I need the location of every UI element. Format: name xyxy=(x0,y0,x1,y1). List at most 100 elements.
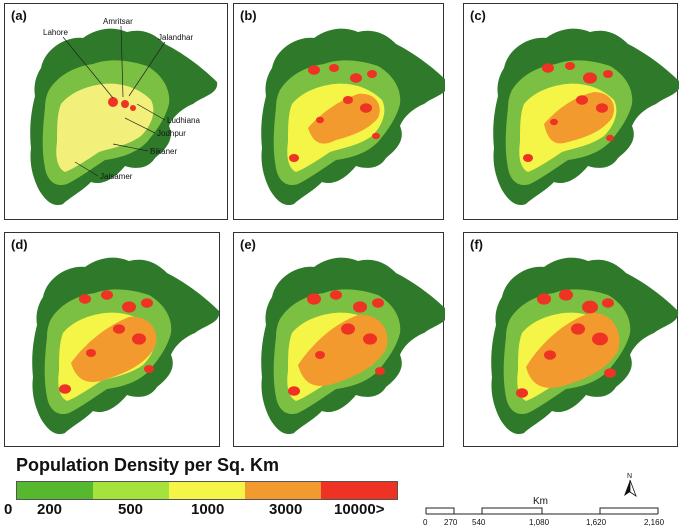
region-500 xyxy=(56,83,154,172)
hotspot-8 xyxy=(375,367,385,375)
city-annotations: Amritsar Lahore Jalandhar Ludhiana Jodhp… xyxy=(43,17,200,181)
hotspot-4 xyxy=(571,323,585,335)
hotspot-6 xyxy=(550,118,558,126)
legend-label-500: 500 xyxy=(118,501,144,518)
hotspot-7 xyxy=(288,386,300,396)
hotspot-5 xyxy=(592,332,608,346)
hotspot-7 xyxy=(516,388,528,398)
hotspot-8 xyxy=(372,132,380,140)
city-hotspot-1 xyxy=(121,100,129,108)
city-label-ludhiana: Ludhiana xyxy=(167,116,200,125)
map-region-f xyxy=(491,257,679,435)
map-d-svg xyxy=(32,257,220,435)
scale-tick-0: 0 xyxy=(423,518,428,526)
legend-swatch-5 xyxy=(321,482,397,499)
svg-text:N: N xyxy=(627,473,632,480)
hotspot-7 xyxy=(289,154,299,162)
scale-tick-1620: 1,620 xyxy=(586,518,607,526)
scale-tick-2160: 2,160 xyxy=(644,518,665,526)
city-label-jalandhar: Jalandhar xyxy=(158,33,193,42)
map-region-d xyxy=(32,257,220,435)
hotspot-5 xyxy=(363,333,377,345)
hotspot-1 xyxy=(559,289,573,301)
legend-swatch-1 xyxy=(17,482,93,499)
hotspot-0 xyxy=(307,293,321,305)
hotspot-6 xyxy=(86,349,96,357)
panel-label-e: (e) xyxy=(240,237,256,252)
hotspot-1 xyxy=(101,290,113,300)
city-label-jodhpur: Jodhpur xyxy=(157,129,186,138)
hotspot-1 xyxy=(330,290,342,300)
hotspot-4 xyxy=(576,95,588,105)
map-panel-e: (e) xyxy=(233,232,445,447)
panel-label-a: (a) xyxy=(11,8,27,23)
city-label-jaisamer: Jaisamer xyxy=(100,172,133,181)
map-panel-a: (a) Amritsar Lahore Jalandhar Ludhiana J… xyxy=(4,3,228,220)
map-f-svg xyxy=(491,257,679,435)
map-c-svg xyxy=(493,28,679,205)
city-label-lahore: Lahore xyxy=(43,28,68,37)
hotspot-2 xyxy=(583,72,597,84)
hotspot-2 xyxy=(122,301,136,313)
city-label-amritsar: Amritsar xyxy=(103,17,133,26)
hotspot-4 xyxy=(113,324,125,334)
scale-tick-540: 540 xyxy=(472,518,486,526)
region-1000-0 xyxy=(298,314,388,386)
city-hotspot-2 xyxy=(130,105,136,111)
hotspot-4 xyxy=(341,323,355,335)
region-1000-0 xyxy=(526,312,620,388)
legend-swatch-4 xyxy=(245,482,321,499)
map-b-svg xyxy=(261,28,445,205)
hotspot-3 xyxy=(141,298,153,308)
hotspot-2 xyxy=(350,73,362,83)
panel-label-c: (c) xyxy=(470,8,486,23)
scale-tick-270: 270 xyxy=(444,518,458,526)
hotspot-6 xyxy=(315,351,325,359)
map-a-svg xyxy=(30,28,218,206)
hotspot-7 xyxy=(59,384,71,394)
map-panel-b: (b) xyxy=(233,3,445,220)
hotspot-1 xyxy=(329,64,339,72)
hotspot-8 xyxy=(606,134,614,142)
hotspot-6 xyxy=(544,350,556,360)
legend-label-3000: 3000 xyxy=(269,501,303,518)
map-region-a xyxy=(30,28,218,206)
panel-label-f: (f) xyxy=(470,237,483,252)
legend-label-200: 200 xyxy=(37,501,63,518)
hotspot-2 xyxy=(353,301,367,313)
hotspot-5 xyxy=(132,333,146,345)
map-region-e xyxy=(261,257,445,434)
hotspot-6 xyxy=(316,116,324,124)
legend-swatch-2 xyxy=(93,482,169,499)
map-panel-c: (c) xyxy=(463,3,679,220)
legend-label-10000: 10000> xyxy=(334,501,385,518)
map-region-b xyxy=(261,28,445,205)
region-1000-0 xyxy=(544,92,614,144)
panel-label-b: (b) xyxy=(240,8,257,23)
hotspot-2 xyxy=(582,300,598,314)
hotspot-5 xyxy=(360,103,372,113)
legend-swatch-3 xyxy=(169,482,245,499)
city-label-bikaner: Bikaner xyxy=(150,147,177,156)
scale-tick-1080: 1,080 xyxy=(529,518,550,526)
city-hotspot-0 xyxy=(108,97,118,107)
hotspot-0 xyxy=(537,293,551,305)
hotspot-7 xyxy=(523,154,533,162)
scale-bar: N Km 0 270 540 1,080 1,620 2,160 xyxy=(423,473,665,526)
hotspot-3 xyxy=(603,70,613,78)
north-arrow-icon: N xyxy=(624,473,637,498)
hotspot-1 xyxy=(565,62,575,70)
legend-label-0: 0 xyxy=(4,501,13,518)
legend-title: Population Density per Sq. Km xyxy=(16,455,280,475)
hotspot-8 xyxy=(144,365,154,373)
hotspot-8 xyxy=(604,368,616,378)
hotspot-3 xyxy=(602,298,614,308)
hotspot-3 xyxy=(372,298,384,308)
map-panel-f: (f) xyxy=(463,232,679,447)
map-panel-d: (d) xyxy=(4,232,220,447)
map-region-c xyxy=(493,28,679,205)
hotspot-0 xyxy=(79,294,91,304)
hotspot-0 xyxy=(308,65,320,75)
region-1000-0 xyxy=(71,316,157,382)
hotspot-3 xyxy=(367,70,377,78)
